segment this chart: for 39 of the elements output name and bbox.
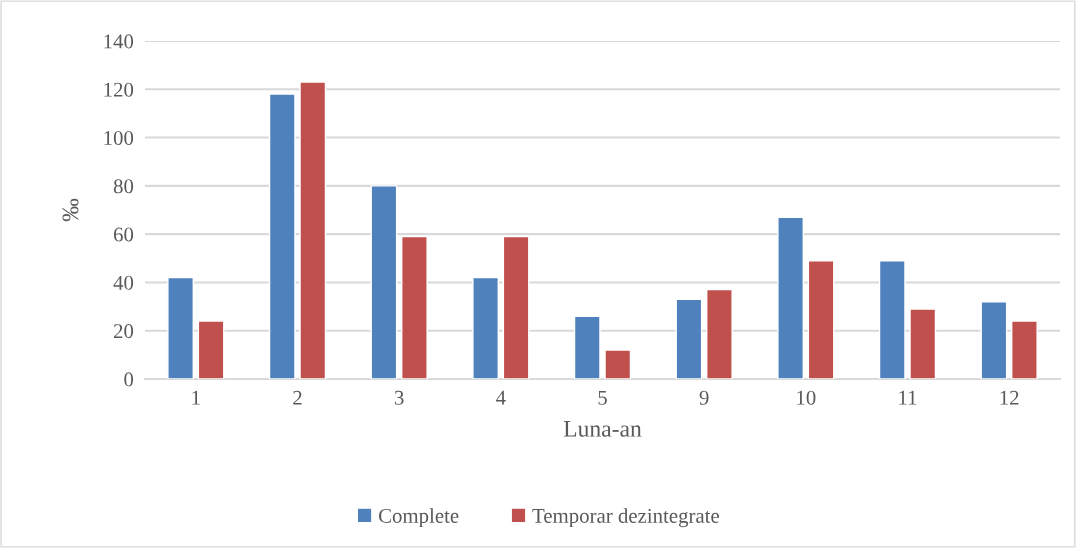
bar — [604, 349, 632, 379]
y-tick-label: 120 — [104, 82, 134, 97]
x-tick-label: 9 — [699, 390, 709, 405]
bar — [706, 288, 733, 379]
y-tick-label: 80 — [113, 179, 134, 194]
bar — [472, 276, 499, 379]
x-tick-label: 12 — [1000, 390, 1019, 405]
y-tick-label: 140 — [104, 34, 134, 49]
x-tick-label: 2 — [293, 390, 302, 405]
x-tick-label: 11 — [899, 390, 917, 405]
y-tick-label: 100 — [104, 130, 134, 145]
y-tick-label: 20 — [113, 324, 134, 339]
bar — [573, 315, 601, 379]
bar — [167, 276, 194, 379]
bar — [299, 81, 327, 379]
x-tick-label: 4 — [496, 390, 506, 405]
bar — [675, 298, 703, 379]
bar — [777, 216, 804, 379]
y-tick-label: 0 — [124, 372, 134, 387]
bar — [980, 301, 1008, 379]
bar — [1011, 320, 1038, 379]
y-axis-title: ‰ — [62, 198, 79, 222]
x-tick-label: 1 — [192, 390, 200, 405]
y-tick-label: 60 — [113, 227, 134, 242]
bar — [807, 260, 835, 379]
bar — [268, 93, 296, 379]
x-tick-label: 3 — [394, 390, 404, 405]
bar — [878, 260, 906, 379]
y-tick-label: 40 — [113, 275, 134, 290]
x-tick-label: 5 — [598, 390, 607, 405]
legend-label: Complete — [378, 508, 459, 528]
bar — [502, 235, 530, 379]
x-tick-label: 10 — [797, 390, 816, 405]
bar — [909, 308, 937, 379]
bar — [197, 320, 225, 379]
bar — [401, 235, 428, 379]
legend-label: Temporar dezintegrate — [532, 508, 719, 528]
bar — [370, 185, 398, 379]
x-axis-title: Luna-an — [563, 421, 642, 437]
